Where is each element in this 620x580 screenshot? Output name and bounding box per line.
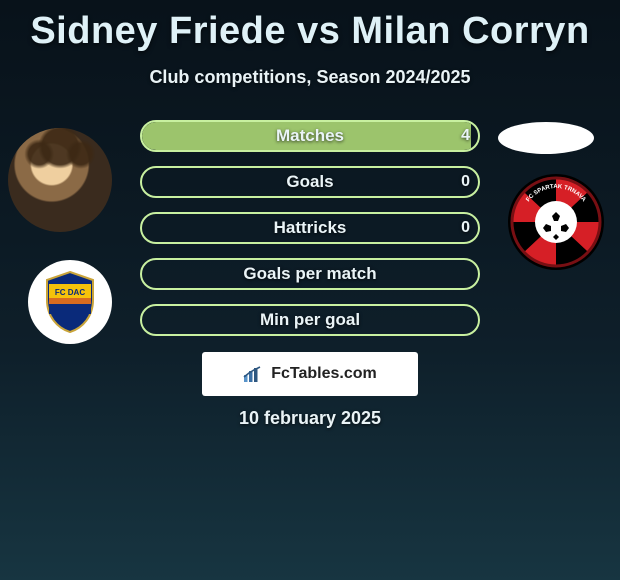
shield-icon: FC DAC — [43, 270, 97, 334]
player-left-avatar — [8, 128, 112, 232]
svg-text:FC DAC: FC DAC — [55, 288, 85, 297]
date-text: 10 february 2025 — [0, 408, 620, 429]
bar-track — [140, 304, 480, 336]
stat-bar: Min per goal — [140, 304, 480, 336]
bar-value-left: 0 — [461, 173, 470, 191]
stat-bar: 0Hattricks — [140, 212, 480, 244]
team-left-badge: FC DAC — [28, 260, 112, 344]
bar-track — [140, 258, 480, 290]
club-crest-icon: FC SPARTAK TRNAVA — [508, 174, 604, 270]
bar-track: 0 — [140, 166, 480, 198]
bar-track: 0 — [140, 212, 480, 244]
stat-bar: 0Goals — [140, 166, 480, 198]
watermark-text: FcTables.com — [271, 365, 377, 383]
player-right-avatar — [498, 122, 594, 154]
subtitle: Club competitions, Season 2024/2025 — [0, 67, 620, 88]
stat-bar: 4Matches — [140, 120, 480, 152]
team-right-badge: FC SPARTAK TRNAVA — [508, 174, 604, 270]
page-title: Sidney Friede vs Milan Corryn — [0, 0, 620, 53]
stat-bar: Goals per match — [140, 258, 480, 290]
watermark: FcTables.com — [202, 352, 418, 396]
chart-icon — [243, 365, 265, 383]
bar-track: 4 — [140, 120, 480, 152]
bar-fill-left — [142, 122, 471, 150]
bar-value-left: 0 — [461, 219, 470, 237]
bar-value-left: 4 — [461, 127, 470, 145]
stat-bars: 4Matches 0Goals 0Hattricks Goals per match M… — [140, 120, 480, 350]
